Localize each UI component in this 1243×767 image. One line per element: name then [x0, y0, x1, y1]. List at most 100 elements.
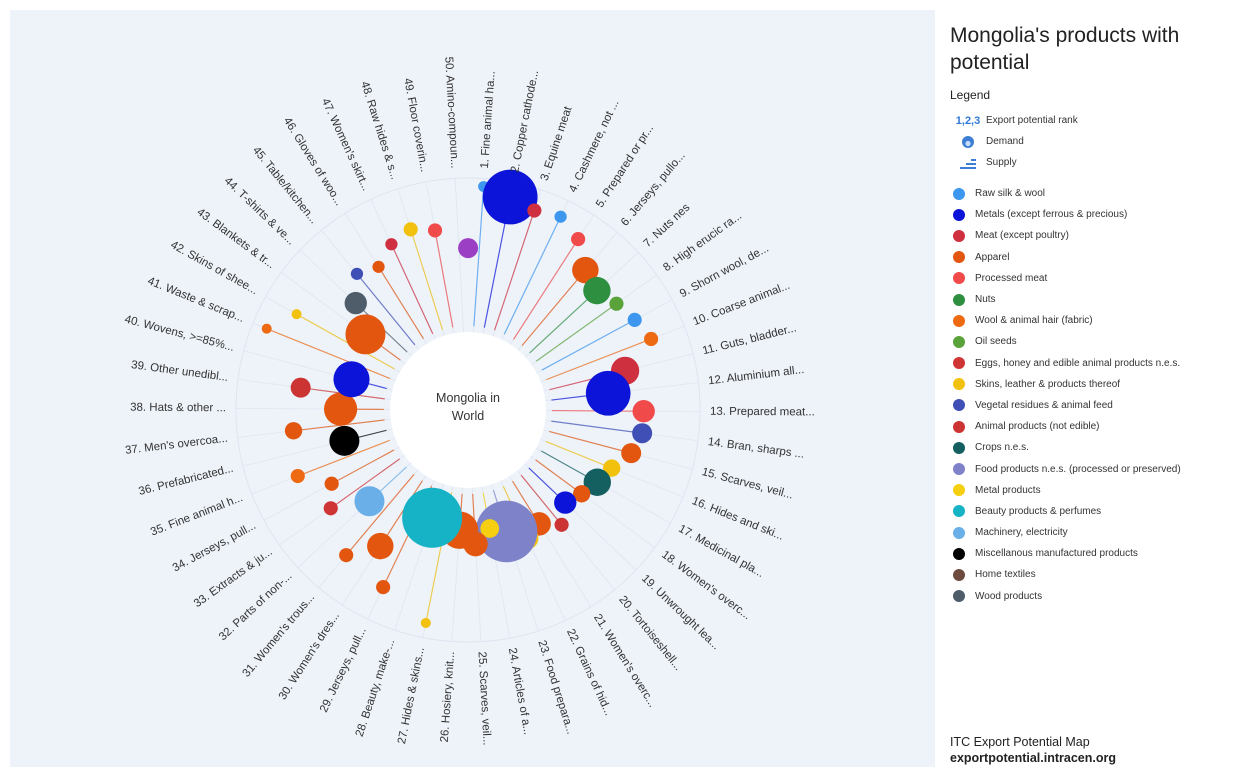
legend-key-demand: Demand	[950, 131, 1240, 152]
legend-swatch	[953, 272, 965, 284]
demand-bubble	[339, 548, 353, 562]
legend-swatch	[953, 421, 965, 433]
legend-swatch	[953, 569, 965, 581]
demand-bubble	[324, 393, 357, 426]
legend-swatch	[953, 442, 965, 454]
legend-item-label: Metals (except ferrous & precious)	[975, 209, 1127, 220]
demand-bubble	[291, 378, 311, 398]
legend-item[interactable]: Skins, leather & products thereof	[950, 374, 1240, 395]
demand-bubble	[345, 314, 385, 354]
supply-line	[522, 270, 585, 346]
demand-bubble	[367, 533, 393, 559]
legend-swatch	[953, 548, 965, 560]
legend-item[interactable]: Beauty products & perfumes	[950, 501, 1240, 522]
legend-item[interactable]: Metal products	[950, 480, 1240, 501]
demand-bubble	[644, 332, 658, 346]
demand-bubble	[329, 426, 359, 456]
legend-key-label: Supply	[986, 157, 1017, 168]
legend-swatch	[953, 505, 965, 517]
legend-item-label: Home textiles	[975, 569, 1036, 580]
legend-item[interactable]: Apparel	[950, 247, 1240, 268]
demand-bubble	[351, 268, 363, 280]
legend-item[interactable]: Miscellanous manufactured products	[950, 543, 1240, 564]
demand-bubble	[571, 232, 585, 246]
legend-item[interactable]: Animal products (not edible)	[950, 416, 1240, 437]
spoke-label: 49. Floor coverin...	[401, 77, 430, 173]
demand-bubble	[458, 238, 478, 258]
legend-item[interactable]: Oil seeds	[950, 331, 1240, 352]
legend-item-label: Machinery, electricity	[975, 527, 1068, 538]
legend-item-label: Apparel	[975, 252, 1009, 263]
legend-item[interactable]: Crops n.e.s.	[950, 437, 1240, 458]
legend-item[interactable]: Vegetal residues & animal feed	[950, 395, 1240, 416]
demand-bubble	[428, 223, 442, 237]
demand-bubble	[372, 261, 384, 273]
demand-bubble	[421, 618, 431, 628]
legend-item[interactable]: Processed meat	[950, 268, 1240, 289]
demand-bubble	[376, 580, 390, 594]
demand-bubble	[555, 518, 569, 532]
legend-key-rank: 1,2,3 Export potential rank	[950, 110, 1240, 131]
supply-line	[536, 304, 616, 361]
legend-swatch	[953, 315, 965, 327]
credit-url: exportpotential.intracen.org	[950, 750, 1116, 766]
legend-item[interactable]: Wool & animal hair (fabric)	[950, 310, 1240, 331]
legend-key-label: Export potential rank	[986, 115, 1078, 126]
spoke-label: 26. Hosiery, knit...	[439, 651, 457, 743]
demand-bubble	[345, 292, 367, 314]
legend-item-label: Miscellanous manufactured products	[975, 548, 1138, 559]
legend-item-label: Processed meat	[975, 273, 1047, 284]
demand-bubble	[291, 469, 305, 483]
legend-item[interactable]: Nuts	[950, 289, 1240, 310]
spoke-label: 28. Beauty, make-...	[354, 638, 398, 739]
demand-bubble	[285, 422, 302, 439]
spoke-label: 15. Scarves, veil...	[700, 466, 794, 502]
spoke-label: 50. Amino-compoun...	[442, 56, 460, 168]
legend-item-label: Eggs, honey and edible animal products n…	[975, 358, 1180, 369]
supply-line	[514, 239, 579, 339]
demand-bubble	[554, 491, 576, 513]
demand-bubble	[609, 297, 623, 311]
supply-line	[530, 291, 597, 353]
legend-item-label: Wood products	[975, 591, 1042, 602]
legend-item[interactable]: Home textiles	[950, 564, 1240, 585]
spoke-label: 48. Raw hides & s...	[358, 80, 400, 181]
demand-bubble	[483, 170, 538, 225]
credit: ITC Export Potential Map exportpotential…	[950, 734, 1116, 766]
legend-item[interactable]: Meat (except poultry)	[950, 225, 1240, 246]
legend-swatch	[953, 357, 965, 369]
spoke-label: 36. Prefabricated...	[137, 463, 234, 498]
supply-line	[551, 421, 642, 433]
legend-item[interactable]: Machinery, electricity	[950, 522, 1240, 543]
legend-item-label: Vegetal residues & animal feed	[975, 400, 1113, 411]
demand-bubble	[583, 277, 610, 304]
legend-item[interactable]: Food products n.e.s. (processed or prese…	[950, 458, 1240, 479]
legend-key-supply: Supply	[950, 152, 1240, 173]
legend-swatch	[953, 209, 965, 221]
spoke-label: 37. Men's overcoa...	[125, 433, 229, 457]
spoke-label: 23. Food prepara...	[535, 639, 576, 736]
demand-icon	[950, 134, 986, 150]
legend-item[interactable]: Eggs, honey and edible animal products n…	[950, 353, 1240, 374]
legend-swatch	[953, 399, 965, 411]
legend-swatch	[953, 251, 965, 263]
legend-item-label: Skins, leather & products thereof	[975, 379, 1120, 390]
legend-item[interactable]: Metals (except ferrous & precious)	[950, 204, 1240, 225]
demand-bubble	[385, 238, 397, 250]
spoke-label: 38. Hats & other ...	[130, 402, 226, 415]
demand-bubble	[333, 361, 369, 397]
legend-item-label: Metal products	[975, 485, 1041, 496]
category-legend: Raw silk & wool Metals (except ferrous & …	[950, 183, 1240, 607]
demand-bubble	[292, 309, 302, 319]
demand-bubble	[586, 371, 631, 416]
spoke-label: 12. Aluminium all...	[708, 364, 805, 387]
spoke-label: 7. Nuts nes	[642, 202, 693, 250]
demand-bubble	[325, 477, 339, 491]
legend-item-label: Raw silk & wool	[975, 188, 1045, 199]
legend-item-label: Wool & animal hair (fabric)	[975, 315, 1093, 326]
legend-swatch	[953, 294, 965, 306]
credit-title: ITC Export Potential Map	[950, 734, 1116, 750]
legend-item[interactable]: Wood products	[950, 586, 1240, 607]
legend-item[interactable]: Raw silk & wool	[950, 183, 1240, 204]
spoke-label: 27. Hides & skins...	[396, 646, 427, 745]
